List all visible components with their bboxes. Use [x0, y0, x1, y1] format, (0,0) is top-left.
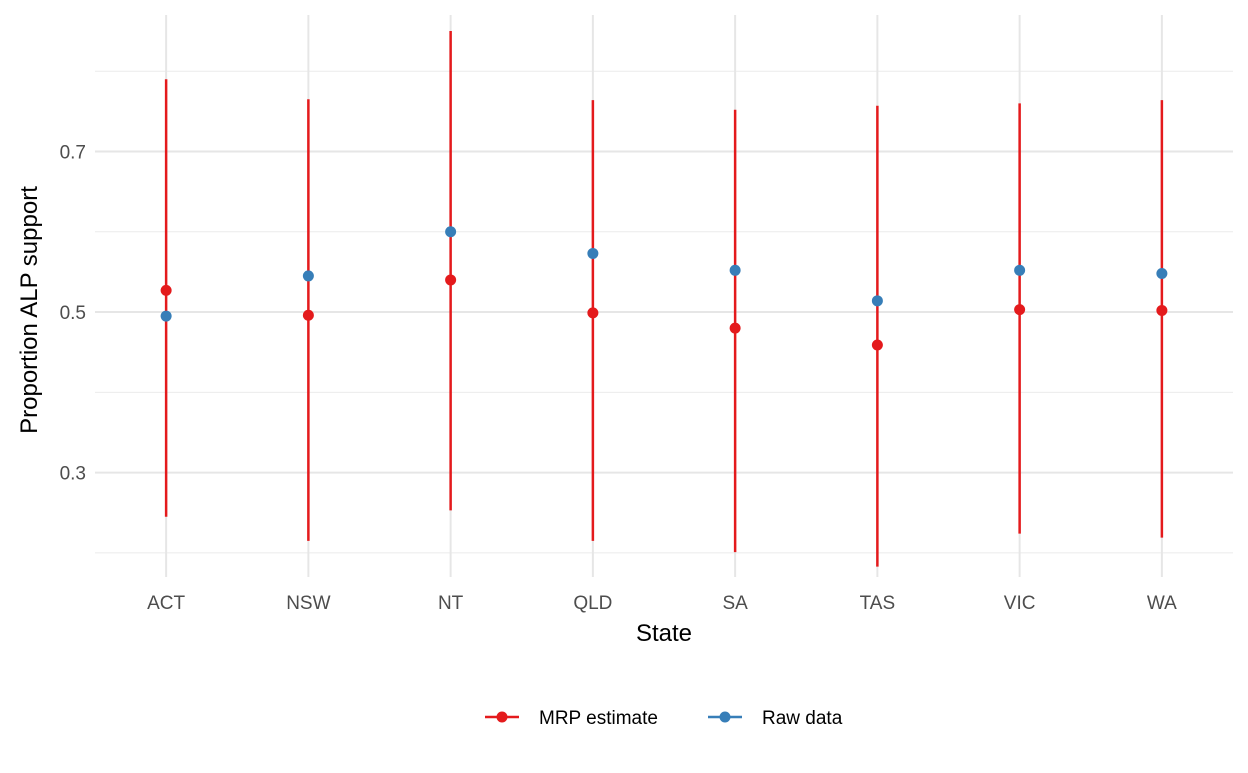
point-mrp-estimate-wa [1156, 304, 1168, 316]
point-mrp-estimate-nt [445, 274, 457, 286]
point-mrp-estimate-sa [729, 322, 741, 334]
legend-item-raw-data: Raw data [708, 708, 843, 729]
y-axis-title: Proportion ALP support [16, 186, 43, 434]
x-tick-label-nsw: NSW [286, 593, 330, 614]
point-raw-data-sa [729, 264, 741, 276]
legend-key-raw-data-dot [719, 711, 731, 723]
legend-label-mrp-estimate: MRP estimate [539, 708, 658, 729]
point-raw-data-nt [445, 226, 457, 238]
x-tick-label-tas: TAS [860, 593, 896, 614]
legend-item-mrp-estimate: MRP estimate [485, 708, 658, 729]
x-tick-label-vic: VIC [1004, 593, 1036, 614]
x-tick-label-qld: QLD [573, 593, 612, 614]
grid-layer [95, 15, 1233, 577]
point-mrp-estimate-act [160, 284, 172, 296]
point-raw-data-tas [871, 295, 883, 307]
point-mrp-estimate-vic [1014, 304, 1026, 316]
point-mrp-estimate-tas [871, 339, 883, 351]
legend: MRP estimate Raw data [485, 708, 843, 729]
y-tick-labels: 0.3 0.5 0.7 [60, 142, 86, 484]
x-tick-label-sa: SA [722, 593, 748, 614]
x-tick-label-wa: WA [1147, 593, 1177, 614]
y-tick-label: 0.3 [60, 464, 86, 485]
point-raw-data-wa [1156, 268, 1168, 280]
x-tick-labels: ACT NSW NT QLD SA TAS VIC WA [147, 593, 1177, 614]
x-tick-label-nt: NT [438, 593, 464, 614]
y-tick-label: 0.5 [60, 303, 86, 324]
data-points [160, 226, 1168, 351]
point-raw-data-nsw [302, 270, 314, 282]
x-tick-label-act: ACT [147, 593, 185, 614]
legend-label-raw-data: Raw data [762, 708, 843, 729]
y-tick-label: 0.7 [60, 142, 86, 163]
point-raw-data-vic [1014, 264, 1026, 276]
point-raw-data-qld [587, 247, 599, 259]
point-mrp-estimate-nsw [302, 309, 314, 321]
point-mrp-estimate-qld [587, 307, 599, 319]
legend-key-mrp-estimate-dot [496, 711, 508, 723]
point-raw-data-act [160, 310, 172, 322]
error-bars [164, 31, 1164, 567]
x-axis-title: State [636, 620, 692, 647]
